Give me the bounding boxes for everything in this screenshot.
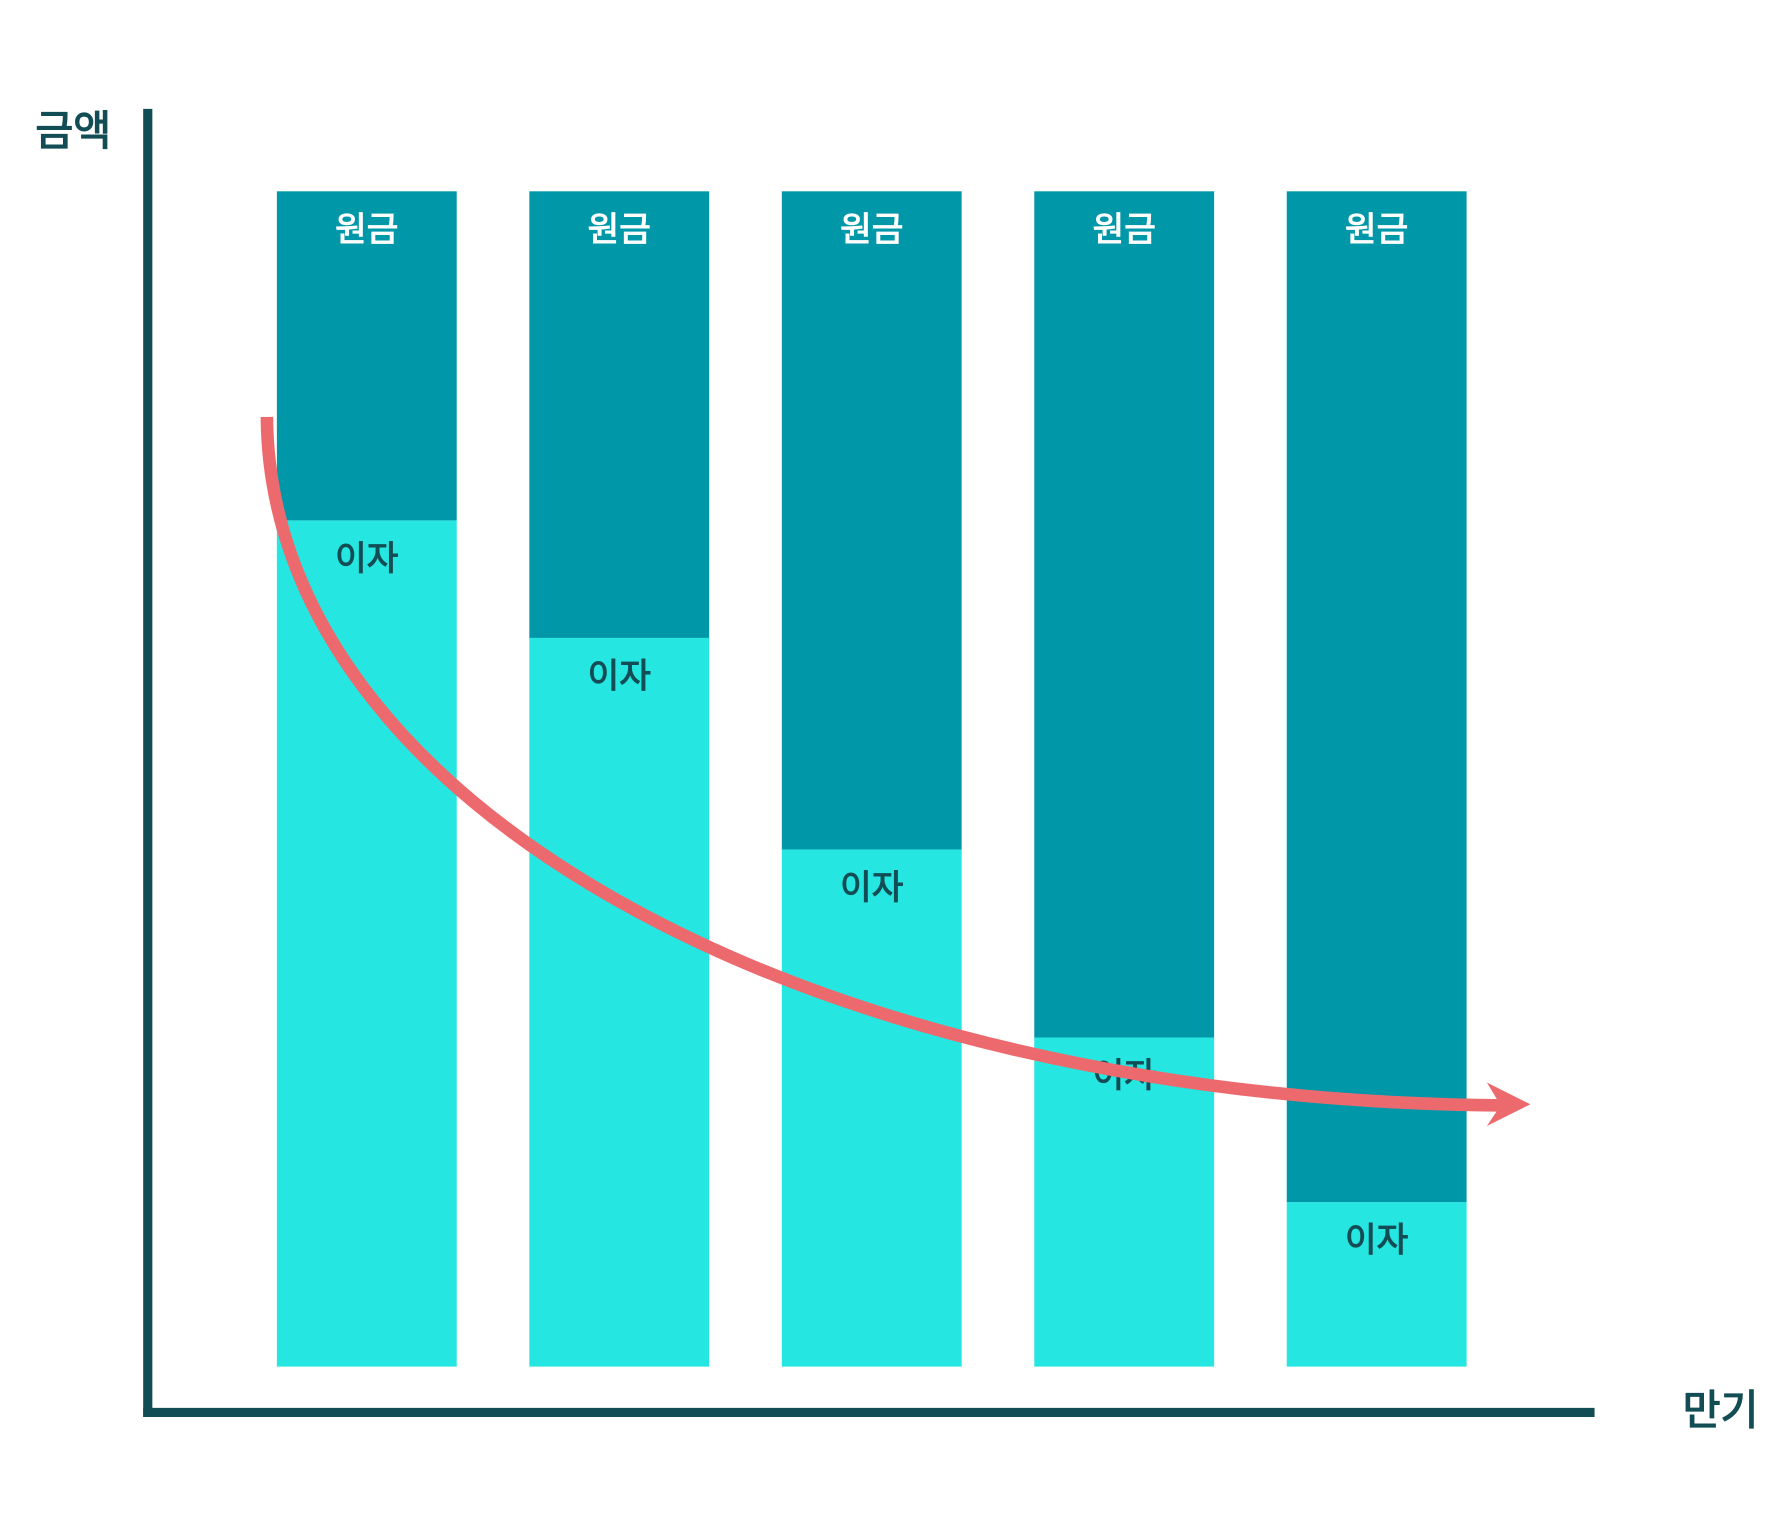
segment-label: 원금 — [335, 210, 398, 250]
bar-segment — [276, 191, 457, 521]
bar-segment — [529, 191, 710, 638]
y-axis-label: 금액 — [35, 107, 111, 155]
trend-arrow — [260, 416, 1531, 1127]
bar-segment — [1286, 1202, 1467, 1367]
bar-segment — [276, 520, 457, 1367]
segment-label: 원금 — [1093, 210, 1156, 250]
bar-segment — [1034, 191, 1215, 1038]
arrow-head — [1486, 1082, 1531, 1127]
segment-label: 원금 — [588, 210, 651, 250]
segment-label: 이자 — [1345, 1221, 1409, 1261]
bar-segment — [781, 191, 962, 850]
bar-segment — [529, 637, 710, 1367]
segment-label: 원금 — [1345, 210, 1408, 250]
bar-segment — [1034, 1037, 1215, 1367]
trend-curve — [260, 416, 1503, 1112]
segment-label: 이자 — [840, 868, 904, 908]
x-axis-label: 만기 — [1683, 1387, 1759, 1435]
bar-segment — [1286, 191, 1467, 1203]
bar-segment — [781, 849, 962, 1367]
segment-label: 이자 — [335, 539, 399, 579]
segment-label: 이자 — [588, 657, 652, 697]
segment-label: 원금 — [840, 210, 903, 250]
